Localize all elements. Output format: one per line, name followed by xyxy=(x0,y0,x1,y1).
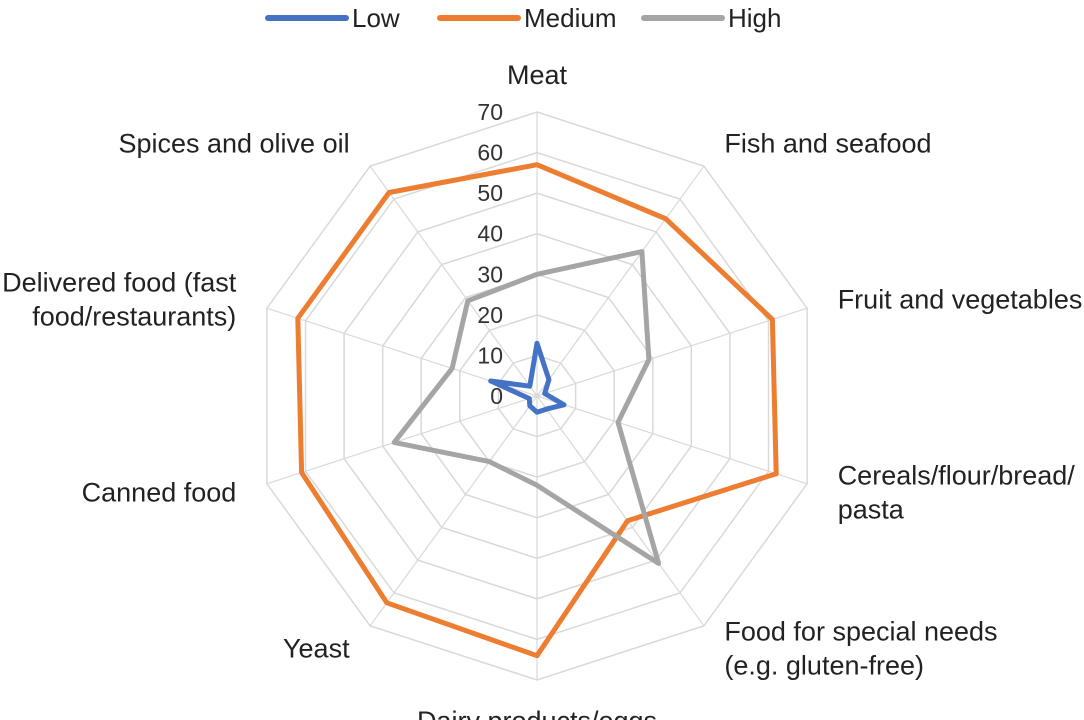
spoke-4 xyxy=(536,395,705,627)
data-point-low-1 xyxy=(546,377,552,382)
category-label-6-line-0: Yeast xyxy=(283,633,350,663)
category-label-3-line-1: pasta xyxy=(838,494,905,524)
spoke-7 xyxy=(266,395,538,485)
tick-label-0: 0 xyxy=(490,383,503,409)
data-point-high-3 xyxy=(615,420,621,425)
tick-label-70: 70 xyxy=(477,99,503,125)
data-point-low-9 xyxy=(527,384,532,389)
data-point-low-2 xyxy=(542,391,547,396)
data-point-low-6 xyxy=(527,403,532,408)
category-labels: Meat Fish and seafood Fruit and vegetables… xyxy=(2,60,1082,720)
category-label-4: Food for special needs (e.g. gluten-free) xyxy=(724,616,997,680)
legend-item-high: High xyxy=(641,3,781,33)
data-point-low-7 xyxy=(527,396,532,401)
data-point-high-7 xyxy=(392,440,397,445)
data-point-medium-4 xyxy=(625,518,630,523)
tick-label-20: 20 xyxy=(477,302,503,328)
legend-item-medium: Medium xyxy=(437,3,616,33)
data-point-medium-9 xyxy=(386,190,392,195)
legend-label-low: Low xyxy=(352,3,400,33)
tick-label-40: 40 xyxy=(477,221,503,247)
data-point-medium-5 xyxy=(534,653,540,658)
category-label-3-line-0: Cereals/flour/bread/ xyxy=(838,460,1076,490)
data-point-medium-1 xyxy=(663,216,668,221)
legend: Low Medium High xyxy=(265,3,781,33)
spoke-6 xyxy=(369,395,538,627)
data-point-high-6 xyxy=(487,459,492,464)
category-label-0: Meat xyxy=(507,60,568,90)
data-point-low-5 xyxy=(534,410,540,415)
data-point-medium-6 xyxy=(384,600,389,605)
data-point-high-9 xyxy=(465,298,470,303)
data-point-medium-3 xyxy=(774,471,779,476)
data-point-high-4 xyxy=(656,561,661,566)
category-label-7: Canned food xyxy=(82,477,237,507)
spoke-9 xyxy=(369,165,538,397)
tick-label-10: 10 xyxy=(477,342,503,368)
data-point-high-0 xyxy=(534,272,540,277)
data-point-medium-8 xyxy=(295,316,300,321)
data-point-medium-2 xyxy=(770,317,775,322)
category-label-4-line-0: Food for special needs xyxy=(724,616,997,646)
spoke-1 xyxy=(536,165,705,397)
category-label-5: Dairy products/eggs xyxy=(417,706,657,720)
category-label-3: Cereals/flour/bread/pasta xyxy=(838,460,1076,524)
legend-label-high: High xyxy=(728,3,781,33)
legend-label-medium: Medium xyxy=(524,3,616,33)
category-label-4-line-1: (e.g. gluten-free) xyxy=(724,650,924,680)
category-label-1: Fish and seafood xyxy=(724,129,931,159)
tick-label-30: 30 xyxy=(477,261,503,287)
data-point-high-5 xyxy=(534,483,540,488)
data-point-low-0 xyxy=(534,341,540,346)
series-layer xyxy=(295,162,779,659)
data-point-high-2 xyxy=(646,357,652,362)
category-label-9-line-0: Spices and olive oil xyxy=(118,129,349,159)
category-label-7-line-0: Canned food xyxy=(82,477,237,507)
category-label-2: Fruit and vegetables xyxy=(838,285,1083,315)
spoke-2 xyxy=(536,307,808,397)
spoke-3 xyxy=(536,395,808,485)
data-point-high-8 xyxy=(449,366,455,371)
tick-labels: 0 10 20 30 40 50 60 70 xyxy=(477,99,503,409)
category-label-5-line-0: Dairy products/eggs xyxy=(417,706,657,720)
data-point-low-4 xyxy=(544,406,549,412)
data-point-medium-0 xyxy=(534,162,540,167)
category-label-2-line-0: Fruit and vegetables xyxy=(838,285,1083,315)
category-label-8: Delivered food (fast food/restaurants) xyxy=(2,268,237,332)
data-point-low-8 xyxy=(488,378,493,384)
category-label-0-line-0: Meat xyxy=(507,60,568,90)
legend-item-low: Low xyxy=(265,3,400,33)
tick-label-50: 50 xyxy=(477,180,503,206)
category-label-1-line-0: Fish and seafood xyxy=(724,129,931,159)
data-point-medium-7 xyxy=(299,470,304,475)
category-label-8-line-0: Delivered food (fast xyxy=(2,268,237,298)
tick-label-60: 60 xyxy=(477,140,503,166)
category-label-9: Spices and olive oil xyxy=(118,129,349,159)
data-point-low-3 xyxy=(561,402,567,407)
category-label-8-line-1: food/restaurants) xyxy=(32,302,236,332)
grid xyxy=(266,111,808,681)
category-label-6: Yeast xyxy=(283,633,350,663)
data-point-high-1 xyxy=(639,249,645,254)
